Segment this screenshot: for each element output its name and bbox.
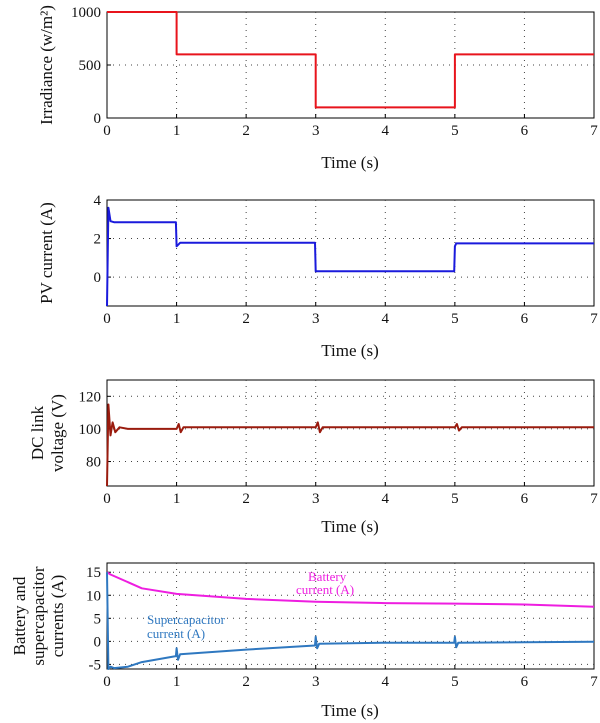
x-tick-label: 3 [312,491,320,507]
x-axis-label: Time (s) [321,341,378,360]
x-tick-label: 2 [242,311,250,327]
x-tick-label: 6 [521,491,529,507]
series [106,206,594,307]
series-line-0 [106,403,594,487]
y-tick-label: 500 [79,58,102,74]
x-tick-label: 0 [103,123,111,139]
plot-area [106,199,595,307]
plot-area [106,11,595,119]
series-line-0 [106,571,595,608]
y-tick-label: 120 [79,389,102,405]
x-tick-label: 5 [451,123,459,139]
x-tick-label: 6 [521,311,529,327]
ticks: 0 1 2 3 4 5 6 7 80 100 120 [79,389,599,507]
x-tick-label: 5 [451,311,459,327]
x-tick-label: 4 [382,311,390,327]
y-axis-label-line-3: currents (A) [48,575,67,658]
x-tick-label: 3 [312,311,320,327]
series-line-0 [106,206,594,307]
ticks: 0 1 2 3 4 5 6 7 0 500 1000 [71,5,598,139]
x-tick-label: 4 [382,674,390,690]
x-tick-label: 4 [382,123,390,139]
dc-link-voltage-chart: 0 1 2 3 4 5 6 7 80 100 120 Time (s) DC link voltag… [28,379,599,536]
y-tick-label: -5 [89,657,102,673]
x-tick-label: 0 [103,491,111,507]
y-tick-label: 4 [94,193,102,209]
x-tick-label: 7 [590,311,598,327]
x-tick-label: 2 [242,674,250,690]
battery-annotation-line-1: Battery [308,569,347,584]
y-axis-label-line-1: Battery and [10,576,29,655]
y-axis-label: Irradiance (w/m²) [37,5,56,125]
y-tick-label: 80 [86,455,101,471]
y-tick-label: 0 [94,634,102,650]
y-tick-label: 5 [94,611,102,627]
x-tick-label: 5 [451,674,459,690]
y-axis-label-line-2: supercapacitor [29,566,48,665]
series [106,571,595,670]
y-tick-label: 10 [86,588,101,604]
x-tick-label: 7 [590,674,598,690]
x-tick-label: 2 [242,491,250,507]
x-tick-label: 6 [521,674,529,690]
y-tick-label: 0 [94,111,102,127]
y-tick-label: 1000 [71,5,101,21]
plot-area [106,379,595,487]
ticks: 0 1 2 3 4 5 6 7 0 2 4 [94,193,599,327]
x-tick-label: 3 [312,123,320,139]
x-tick-label: 2 [242,123,250,139]
series-line-0 [107,11,594,109]
x-tick-label: 0 [103,311,111,327]
x-tick-label: 1 [173,491,181,507]
supercapacitor-annotation-line-2: current (A) [147,626,205,641]
x-tick-label: 7 [590,123,598,139]
plot-area [106,562,595,670]
irradiance-chart: 0 1 2 3 4 5 6 7 0 500 1000 Time (s) Irradiance (w/… [37,5,598,172]
y-axis-label: Battery and supercapacitor currents (A) [10,566,67,665]
x-tick-label: 1 [173,311,181,327]
y-tick-label: 2 [94,232,102,248]
y-axis-label-line-1: DC link [28,405,47,460]
y-axis-label: DC link voltage (V) [28,394,67,472]
x-axis-label: Time (s) [321,153,378,172]
series [107,11,594,109]
y-axis-label: PV current (A) [37,202,56,304]
x-axis-label: Time (s) [321,701,378,720]
y-tick-label: 100 [79,422,102,438]
series-line-1 [106,572,595,670]
battery-annotation-line-2: current (A) [296,582,354,597]
y-tick-label: 15 [86,565,101,581]
series [106,403,594,487]
y-axis-label-line-2: voltage (V) [48,394,67,472]
x-tick-label: 1 [173,674,181,690]
x-tick-label: 1 [173,123,181,139]
x-tick-label: 5 [451,491,459,507]
battery-annotation: Battery current (A) [296,569,354,597]
x-tick-label: 3 [312,674,320,690]
x-tick-label: 6 [521,123,529,139]
y-tick-label: 0 [94,270,102,286]
x-axis-label: Time (s) [321,517,378,536]
x-tick-label: 4 [382,491,390,507]
supercapacitor-annotation-line-1: Supercapacitor [147,612,226,627]
supercapacitor-annotation: Supercapacitor current (A) [147,612,226,641]
pv-current-chart: 0 1 2 3 4 5 6 7 0 2 4 Time (s) PV current (A) [37,193,598,360]
x-tick-label: 7 [590,491,598,507]
x-tick-label: 0 [103,674,111,690]
